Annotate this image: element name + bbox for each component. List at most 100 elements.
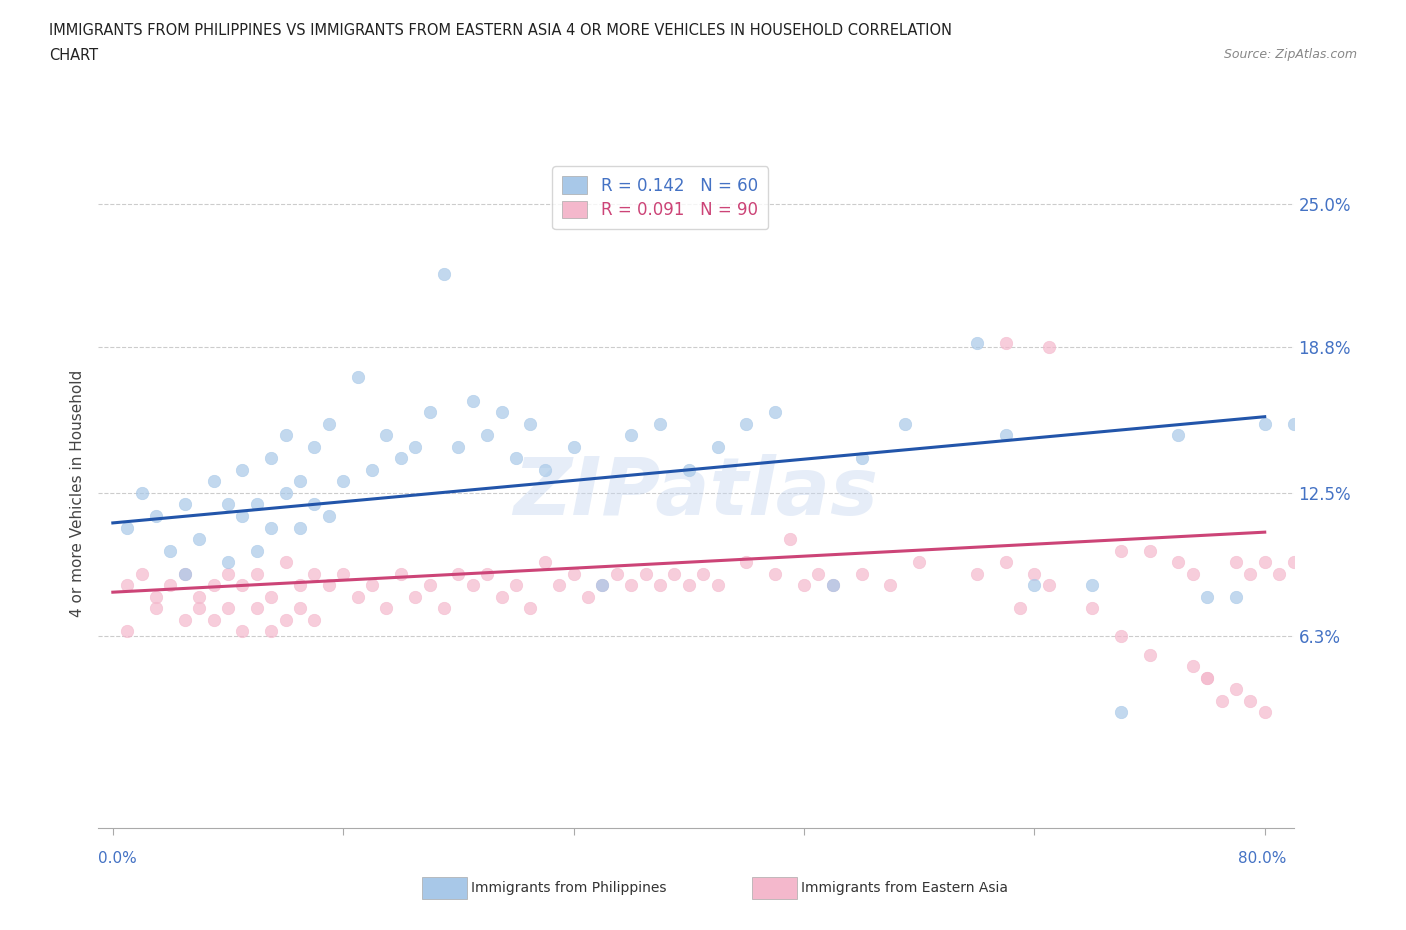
Point — [202, 578, 225, 592]
Point — [763, 566, 786, 581]
Point — [288, 601, 311, 616]
Text: Source: ZipAtlas.com: Source: ZipAtlas.com — [1223, 48, 1357, 61]
Point — [361, 578, 384, 592]
Point — [461, 578, 484, 592]
Point — [318, 417, 340, 432]
Point — [664, 566, 686, 581]
Point — [131, 566, 153, 581]
Point — [879, 578, 901, 592]
Point — [260, 624, 283, 639]
Point — [1109, 629, 1132, 644]
Point — [288, 520, 311, 535]
Text: 0.0%: 0.0% — [98, 851, 138, 866]
Point — [188, 601, 211, 616]
Point — [706, 578, 728, 592]
Text: 80.0%: 80.0% — [1239, 851, 1286, 866]
Point — [173, 566, 195, 581]
Text: IMMIGRANTS FROM PHILIPPINES VS IMMIGRANTS FROM EASTERN ASIA 4 OR MORE VEHICLES I: IMMIGRANTS FROM PHILIPPINES VS IMMIGRANT… — [49, 23, 952, 38]
Point — [188, 590, 211, 604]
Point — [318, 578, 340, 592]
Point — [576, 590, 599, 604]
Point — [202, 613, 225, 628]
Point — [145, 590, 167, 604]
Point — [606, 566, 628, 581]
Point — [1254, 417, 1277, 432]
Point — [332, 566, 354, 581]
Point — [231, 509, 253, 524]
Point — [246, 566, 269, 581]
Text: CHART: CHART — [49, 48, 98, 63]
Text: Immigrants from Philippines: Immigrants from Philippines — [471, 881, 666, 896]
Point — [188, 532, 211, 547]
Point — [433, 601, 456, 616]
Point — [361, 462, 384, 477]
Point — [231, 578, 253, 592]
Point — [1181, 566, 1204, 581]
Point — [304, 566, 326, 581]
Point — [1268, 566, 1291, 581]
Point — [173, 613, 195, 628]
Point — [217, 566, 239, 581]
Point — [1038, 578, 1060, 592]
Point — [1081, 601, 1104, 616]
Point — [346, 370, 368, 385]
Point — [419, 578, 441, 592]
Point — [404, 439, 426, 454]
Point — [648, 417, 671, 432]
Point — [447, 566, 470, 581]
Point — [519, 601, 541, 616]
Point — [678, 578, 700, 592]
Point — [304, 613, 326, 628]
Point — [908, 554, 931, 569]
Y-axis label: 4 or more Vehicles in Household: 4 or more Vehicles in Household — [69, 369, 84, 617]
Point — [115, 578, 138, 592]
Point — [288, 474, 311, 489]
Point — [1296, 543, 1319, 558]
Point — [246, 601, 269, 616]
Point — [477, 428, 499, 443]
Point — [793, 578, 815, 592]
Point — [217, 497, 239, 512]
Point — [821, 578, 844, 592]
Point — [620, 428, 643, 443]
Point — [491, 590, 513, 604]
Point — [1167, 554, 1189, 569]
Point — [821, 578, 844, 592]
Point — [763, 405, 786, 419]
Point — [404, 590, 426, 604]
Point — [1008, 601, 1031, 616]
Point — [274, 613, 297, 628]
Point — [591, 578, 613, 592]
Point — [375, 601, 398, 616]
Point — [562, 439, 585, 454]
Point — [447, 439, 470, 454]
Point — [620, 578, 643, 592]
Point — [318, 509, 340, 524]
Point — [779, 532, 801, 547]
Point — [145, 509, 167, 524]
Point — [260, 520, 283, 535]
Point — [288, 578, 311, 592]
Point — [115, 520, 138, 535]
Point — [851, 451, 873, 466]
Point — [807, 566, 830, 581]
Point — [433, 266, 456, 281]
Point — [246, 543, 269, 558]
Point — [159, 543, 181, 558]
Point — [648, 578, 671, 592]
Point — [533, 462, 555, 477]
Point — [548, 578, 571, 592]
Point — [1081, 578, 1104, 592]
Point — [1239, 566, 1261, 581]
Point — [173, 497, 195, 512]
Point — [1109, 705, 1132, 720]
Point — [419, 405, 441, 419]
Point — [1282, 554, 1305, 569]
Point — [1167, 428, 1189, 443]
Point — [562, 566, 585, 581]
Point — [274, 485, 297, 500]
Point — [304, 497, 326, 512]
Point — [231, 462, 253, 477]
Text: ZIPatlas: ZIPatlas — [513, 454, 879, 532]
Point — [375, 428, 398, 443]
